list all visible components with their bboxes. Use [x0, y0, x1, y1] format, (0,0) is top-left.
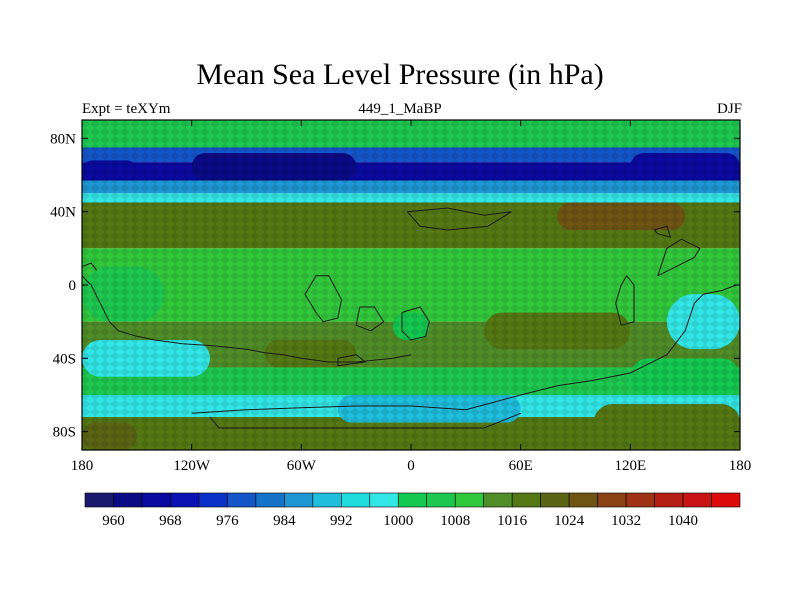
coastline-11 [82, 262, 97, 271]
colorbar-swatch [312, 492, 342, 508]
colorbar-swatch [113, 492, 143, 508]
y-tick-label: 80N [50, 131, 76, 147]
season-label: DJF [716, 101, 742, 117]
x-tick-label: 180 [729, 458, 752, 474]
colorbar-swatch [483, 492, 513, 508]
period-label: 449_1_MaBP [358, 101, 442, 117]
coastline-5 [337, 354, 367, 367]
coastline-4 [406, 207, 512, 231]
axes: 180 120W 60W 0 60E 120E 180 80N 40N 0 40S 80S [50, 120, 751, 474]
colorbar-swatch [426, 492, 456, 508]
x-tick-label: 60E [509, 458, 533, 474]
colorbar-label: 1024 [554, 513, 585, 529]
colorbar-label: 992 [330, 513, 353, 529]
coastline-2 [355, 306, 385, 332]
chart-title: Mean Sea Level Pressure (in hPa) [196, 58, 604, 91]
colorbar-swatch [540, 492, 570, 508]
colorbar-swatch [255, 492, 285, 508]
x-tick-label: 180 [71, 458, 94, 474]
colorbar-swatch [141, 492, 171, 508]
y-tick-label: 40S [53, 351, 76, 367]
coastline-10 [653, 225, 672, 239]
contour-texture [82, 120, 740, 450]
coastline-1 [304, 275, 343, 323]
colorbar-label: 1032 [611, 513, 641, 529]
coastline-8 [615, 275, 635, 326]
colorbar-swatch [227, 492, 257, 508]
colorbar-label: 1016 [497, 513, 528, 529]
colorbar-label: 1000 [383, 513, 413, 529]
colorbar: 960 968 976 984 992 1000 1008 1016 1024 1032 1040 [84, 492, 741, 529]
colorbar-label: 976 [216, 513, 239, 529]
colorbar-swatch [568, 492, 598, 508]
coastline-0 [82, 275, 412, 363]
coastline-6 [191, 284, 737, 414]
colorbar-swatch [284, 492, 314, 508]
colorbar-label: 1040 [668, 513, 698, 529]
colorbar-swatch [341, 492, 371, 508]
colorbar-swatch [454, 492, 484, 508]
coastline-7 [209, 412, 521, 429]
y-tick-label: 0 [69, 278, 77, 294]
coastline-3 [401, 306, 430, 341]
colorbar-swatch [711, 492, 741, 508]
coastlines [82, 207, 737, 429]
colorbar-label: 984 [273, 513, 296, 529]
colorbar-swatch [682, 492, 712, 508]
colorbar-swatch [170, 492, 200, 508]
y-tick-label: 80S [53, 425, 76, 441]
colorbar-swatch [511, 492, 541, 508]
colorbar-swatch [84, 492, 114, 508]
colorbar-swatch [369, 492, 399, 508]
colorbar-label: 968 [159, 513, 182, 529]
x-tick-label: 120W [173, 458, 211, 474]
colorbar-label: 1008 [440, 513, 470, 529]
colorbar-swatch [654, 492, 684, 508]
colorbar-swatch [397, 492, 428, 508]
colorbar-swatch [625, 492, 655, 508]
experiment-label: Expt = teXYm [82, 101, 171, 117]
x-tick-label: 0 [407, 458, 415, 474]
coastline-9 [657, 238, 701, 277]
colorbar-swatch [198, 492, 228, 508]
x-tick-label: 120E [614, 458, 646, 474]
colorbar-label: 960 [102, 513, 125, 529]
y-tick-label: 40N [50, 205, 76, 221]
colorbar-swatch [597, 492, 627, 508]
x-tick-label: 60W [287, 458, 317, 474]
